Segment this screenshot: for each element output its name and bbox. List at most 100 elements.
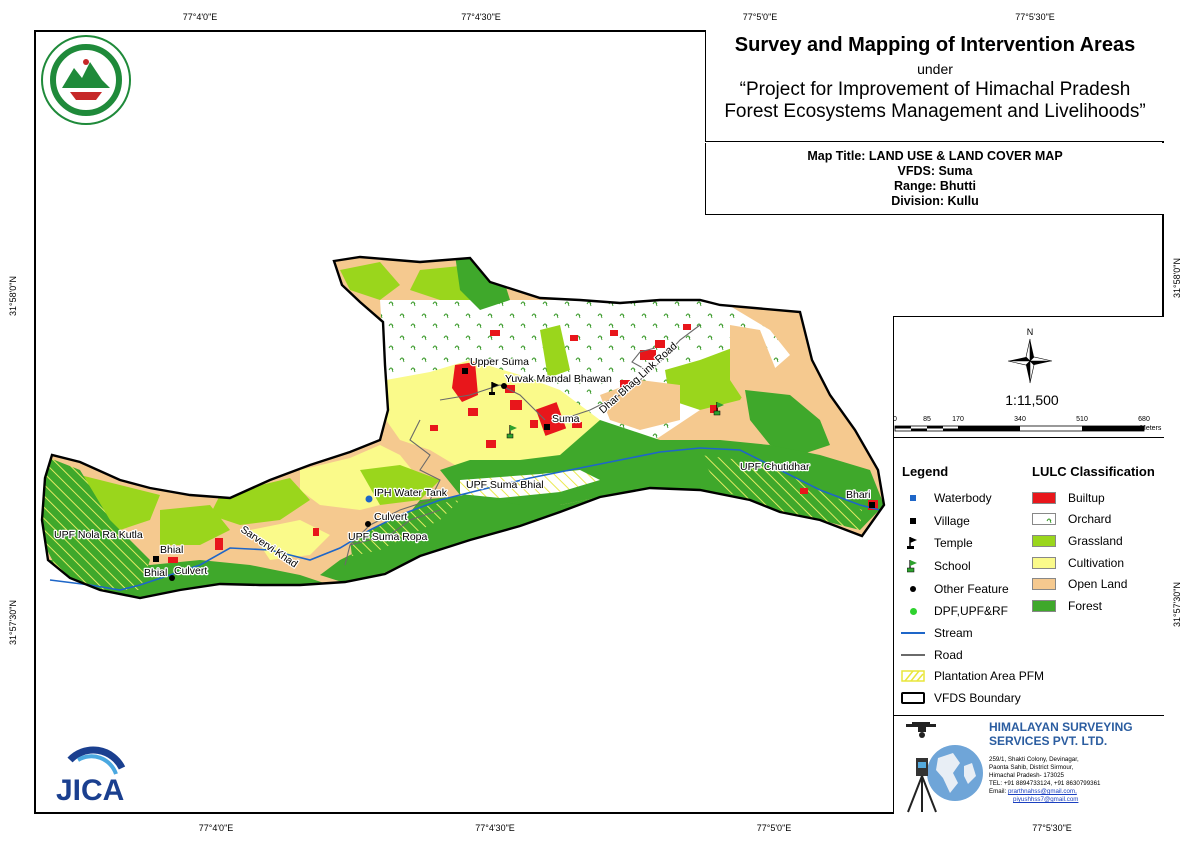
label-upf-suma-bhial: UPF Suma Bhial [466, 479, 544, 491]
stream-line [49, 447, 881, 591]
legend-panel: Legend LULC Classification Waterbody Vil… [893, 438, 1164, 716]
lulc-label: Forest [1068, 599, 1103, 613]
company-panel: HIMALAYAN SURVEYING SERVICES PVT. LTD. 2… [893, 716, 1164, 814]
lulc-label: Cultivation [1068, 556, 1125, 570]
grassland-swatch [1032, 535, 1056, 547]
label-bhari: Bhari [846, 489, 871, 501]
label-culvert-1: Culvert [374, 511, 407, 523]
scale-panel: N 1:11,500 0 85 170 340 510 680 Meters [893, 316, 1164, 438]
coord-bottom-3: 77°5'0"E [756, 823, 792, 833]
address-line-1: 259/1, Shakti Colony, Devinagar, [989, 756, 1079, 763]
company-logo [906, 722, 983, 813]
legend-label: DPF,UPF&RF [934, 604, 1009, 618]
legend-item-dpf: DPF,UPF&RF [900, 604, 1008, 618]
range-name: Range: Bhutti [894, 179, 976, 193]
under-text: under [917, 61, 953, 77]
feature-dot-yuvak [501, 383, 507, 389]
legend-item-road: Road [900, 648, 963, 662]
coord-bottom-2: 77°4'30"E [475, 823, 515, 833]
label-upf-suma-ropa: UPF Suma Ropa [348, 531, 428, 543]
north-arrow-icon: N [1007, 327, 1053, 384]
scale-tick-4: 510 [1076, 416, 1088, 423]
label-iph-water-tank: IPH Water Tank [374, 487, 448, 499]
lulc-label: Orchard [1068, 512, 1112, 526]
globe-icon [927, 745, 983, 801]
label-upf-chutidhar: UPF Chutidhar [740, 461, 810, 473]
plantation-upf-suma-ropa [350, 500, 460, 556]
legend-label: VFDS Boundary [934, 691, 1021, 705]
email-link-2[interactable]: piyushhss7@gmail.com [1013, 796, 1079, 803]
open-land-swatch [1032, 578, 1056, 590]
forest-swatch [1032, 600, 1056, 612]
map-info-panel: Map Title: LAND USE & LAND COVER MAP VFD… [705, 143, 1164, 215]
scale-tick-0: 0 [894, 416, 897, 423]
address-line-2: Paonta Sahib, District Sirmour, [989, 764, 1074, 771]
coord-top-4: 77°5'30"E [1015, 12, 1055, 22]
school-flag-icon [900, 560, 926, 573]
scale-bar [894, 425, 1145, 432]
hp-forest-logo [41, 35, 131, 125]
legend-label: Other Feature [934, 582, 1009, 596]
scale-unit: Meters [1140, 425, 1162, 432]
company-telephone: TEL: +91 8894733124, +91 8630799361 [989, 780, 1101, 787]
project-line-2: Forest Ecosystems Management and Livelih… [724, 101, 1146, 122]
north-label: N [1027, 327, 1034, 337]
coord-top-3: 77°5'0"E [742, 12, 778, 22]
project-title: “Project for Improvement of Himachal Pra… [706, 79, 1164, 123]
village-marker-bhari [869, 502, 875, 508]
legend-item-village: Village [900, 514, 970, 528]
legend-label: Plantation Area PFM [934, 669, 1045, 683]
company-address: 259/1, Shakti Colony, Devinagar, Paonta … [989, 756, 1100, 804]
lulc-item-forest: Forest [1032, 599, 1102, 613]
label-culvert-2: Culvert [174, 565, 207, 577]
address-line-3: Himachal Pradesh- 173025 [989, 772, 1064, 779]
village-icon [900, 515, 926, 527]
waterbody-marker-iph [365, 495, 373, 503]
legend-item-temple: Temple [900, 536, 973, 550]
jica-wordmark: JICA [56, 774, 124, 807]
division-name: Division: Kullu [891, 194, 979, 208]
dpf-dot-icon [900, 605, 926, 617]
total-station-icon [907, 758, 937, 813]
scale-tick-2: 170 [952, 416, 964, 423]
email-label: Email: [989, 788, 1007, 795]
lulc-item-open-land: Open Land [1032, 577, 1127, 591]
legend-label: Waterbody [934, 491, 992, 505]
legend-item-stream: Stream [900, 626, 973, 640]
lulc-label: Open Land [1068, 577, 1128, 591]
scale-ticks: 0 85 170 340 510 680 Meters [894, 416, 1162, 432]
legend-label: Stream [934, 626, 973, 640]
coord-top-1: 77°4'0"E [182, 12, 218, 22]
legend-item-vfds-boundary: VFDS Boundary [900, 691, 1021, 705]
company-name-line-2: SERVICES PVT. LTD. [989, 734, 1108, 748]
drone-icon [906, 722, 936, 738]
legend-heading: Legend [902, 464, 949, 479]
legend-item-plantation: Plantation Area PFM [900, 669, 1044, 683]
village-marker-suma [544, 424, 550, 430]
feature-dot-culvert1 [365, 521, 371, 527]
jica-logo: JICA [56, 746, 126, 807]
label-bhial-1: Bhial [160, 544, 183, 556]
lulc-item-cultivation: Cultivation [1032, 556, 1124, 570]
company-name-line-1: HIMALAYAN SURVEYING [989, 720, 1133, 734]
plantation-hatch-icon [900, 670, 926, 682]
vfds-boundary-icon [900, 692, 926, 704]
project-line-1: “Project for Improvement of Himachal Pra… [739, 79, 1131, 100]
school-icon [506, 425, 517, 439]
email-link-1[interactable]: prarthnahss@gmail.com, [1007, 788, 1077, 795]
road-line-icon [900, 649, 926, 661]
plantation-upf-chutidhar [700, 455, 862, 530]
label-upf-nola: UPF Nola Ra Kutla [54, 529, 143, 541]
lulc-heading: LULC Classification [1032, 464, 1155, 479]
road-network [344, 324, 701, 566]
plantation-upf-suma-bhial [460, 470, 600, 498]
other-feature-dot-icon [900, 583, 926, 595]
lulc-item-grassland: Grassland [1032, 534, 1123, 548]
village-marker-upper-suma [462, 368, 468, 374]
legend-label: Village [934, 514, 970, 528]
legend-label: Temple [934, 536, 973, 550]
main-title: Survey and Mapping of Intervention Areas [734, 34, 1136, 56]
lulc-label: Grassland [1068, 534, 1123, 548]
scale-tick-5: 680 [1138, 416, 1150, 423]
